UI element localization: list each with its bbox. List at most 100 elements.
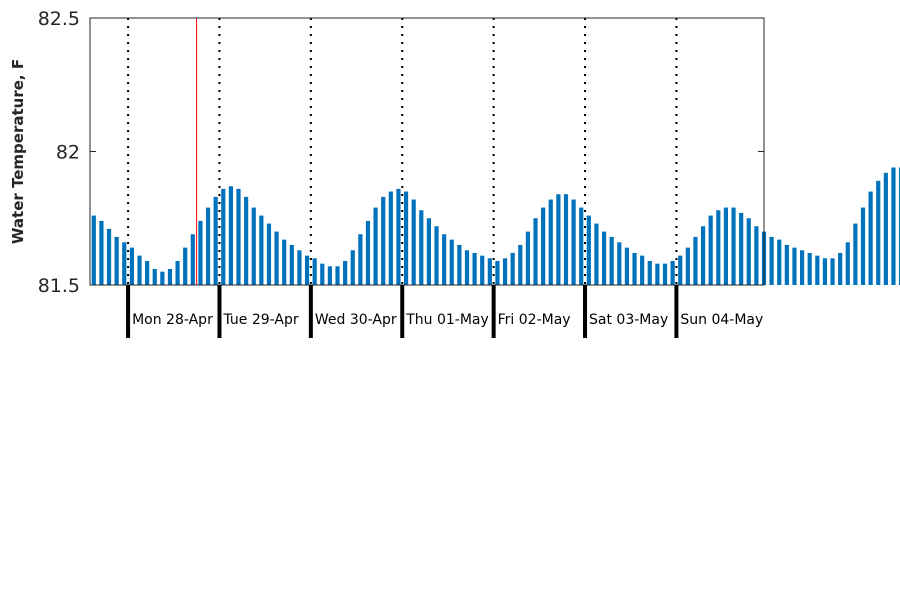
- temperature-bar: [251, 207, 256, 285]
- temperature-bar: [114, 236, 119, 285]
- temperature-bar: [815, 255, 820, 285]
- temperature-bar: [91, 215, 96, 285]
- temperature-bar: [175, 260, 180, 285]
- temperature-bar: [160, 271, 165, 285]
- y-axis-label: Water Temperature, F: [9, 59, 27, 244]
- temperature-bar: [830, 258, 835, 285]
- temperature-bar: [434, 226, 439, 285]
- temperature-bar: [868, 191, 873, 285]
- temperature-bar: [548, 199, 553, 285]
- temperature-bar: [244, 196, 249, 285]
- temperature-bar: [403, 191, 409, 285]
- temperature-bar: [122, 242, 127, 285]
- temperature-bar: [883, 172, 888, 285]
- temperature-bar: [457, 244, 462, 285]
- temperature-bar: [449, 239, 454, 285]
- temperature-bar: [609, 236, 614, 285]
- temperature-bar: [708, 215, 713, 285]
- day-label: Tue 29-Apr: [222, 312, 298, 328]
- temperature-bar: [739, 212, 744, 285]
- temperature-bar: [754, 226, 759, 285]
- temperature-bar: [327, 266, 332, 285]
- temperature-bar: [601, 231, 607, 285]
- temperature-bar: [541, 207, 546, 285]
- temperature-bar: [799, 250, 805, 285]
- temperature-bar: [594, 223, 599, 285]
- y-tick-label: 81.5: [38, 275, 80, 297]
- temperature-bar: [228, 186, 233, 285]
- temperature-bar: [700, 226, 706, 285]
- temperature-bar: [320, 263, 325, 285]
- day-label: Fri 02-May: [498, 312, 571, 328]
- temperature-bar: [533, 218, 538, 285]
- temperature-bar: [198, 220, 203, 285]
- temperature-bar: [274, 231, 279, 285]
- temperature-bar: [860, 207, 866, 285]
- temperature-bar: [891, 167, 896, 285]
- temperature-bar: [723, 207, 729, 285]
- temperature-bar: [792, 247, 797, 285]
- temperature-bar: [145, 260, 150, 285]
- temperature-bar: [670, 260, 675, 285]
- day-label: Wed 30-Apr: [315, 312, 397, 328]
- temperature-bar: [556, 194, 561, 285]
- temperature-bar: [411, 199, 416, 285]
- temperature-bar: [685, 247, 690, 285]
- temperature-bar: [777, 239, 782, 285]
- temperature-bar: [693, 236, 698, 285]
- temperature-bar: [129, 247, 134, 285]
- temperature-bar: [167, 268, 173, 285]
- day-label: Mon 28-Apr: [132, 312, 213, 328]
- temperature-bar: [373, 207, 378, 285]
- y-tick-label: 82.5: [38, 8, 80, 30]
- temperature-bar: [525, 231, 531, 285]
- temperature-bar: [137, 255, 142, 285]
- temperature-bar: [586, 215, 591, 285]
- temperature-bar: [678, 255, 683, 285]
- temperature-bar: [426, 218, 431, 285]
- temperature-bar: [746, 218, 751, 285]
- temperature-bar: [579, 207, 584, 285]
- temperature-bar: [853, 223, 858, 285]
- temperature-bar: [563, 194, 569, 285]
- temperature-bar: [335, 266, 340, 285]
- temperature-bar: [838, 252, 843, 285]
- temperature-bar: [190, 234, 195, 285]
- temperature-bar: [304, 255, 310, 285]
- day-separator-lines: [127, 18, 678, 285]
- temperature-bars: [91, 167, 900, 285]
- temperature-bar: [784, 244, 789, 285]
- temperature-bar: [312, 258, 317, 285]
- temperature-bar: [624, 247, 630, 285]
- temperature-bar: [442, 234, 447, 285]
- temperature-bar: [99, 220, 104, 285]
- temperature-bar: [518, 244, 523, 285]
- temperature-bar: [731, 207, 736, 285]
- temperature-bar: [647, 260, 652, 285]
- temperature-bar: [662, 263, 668, 285]
- temperature-bar: [282, 239, 287, 285]
- temperature-bar: [464, 250, 470, 285]
- temperature-bar: [221, 188, 226, 285]
- temperature-bar: [898, 167, 900, 285]
- y-axis-ticks: 81.5 82 82.5: [38, 8, 764, 297]
- temperature-bar: [289, 244, 294, 285]
- temperature-bar: [640, 255, 645, 285]
- temperature-bar: [381, 196, 386, 285]
- temperature-bar: [617, 242, 622, 285]
- day-label: Thu 01-May: [405, 312, 489, 328]
- temperature-bar: [343, 260, 348, 285]
- temperature-bar: [845, 242, 850, 285]
- temperature-bar: [358, 234, 363, 285]
- temperature-bar: [876, 180, 881, 285]
- temperature-bar: [259, 215, 264, 285]
- temperature-bar: [502, 258, 508, 285]
- temperature-bar: [152, 268, 157, 285]
- day-label: Sun 04-May: [680, 312, 763, 328]
- temperature-bar: [655, 263, 660, 285]
- temperature-bar: [213, 196, 218, 285]
- temperature-bar: [510, 252, 515, 285]
- temperature-bar: [388, 191, 393, 285]
- temperature-bar: [236, 188, 241, 285]
